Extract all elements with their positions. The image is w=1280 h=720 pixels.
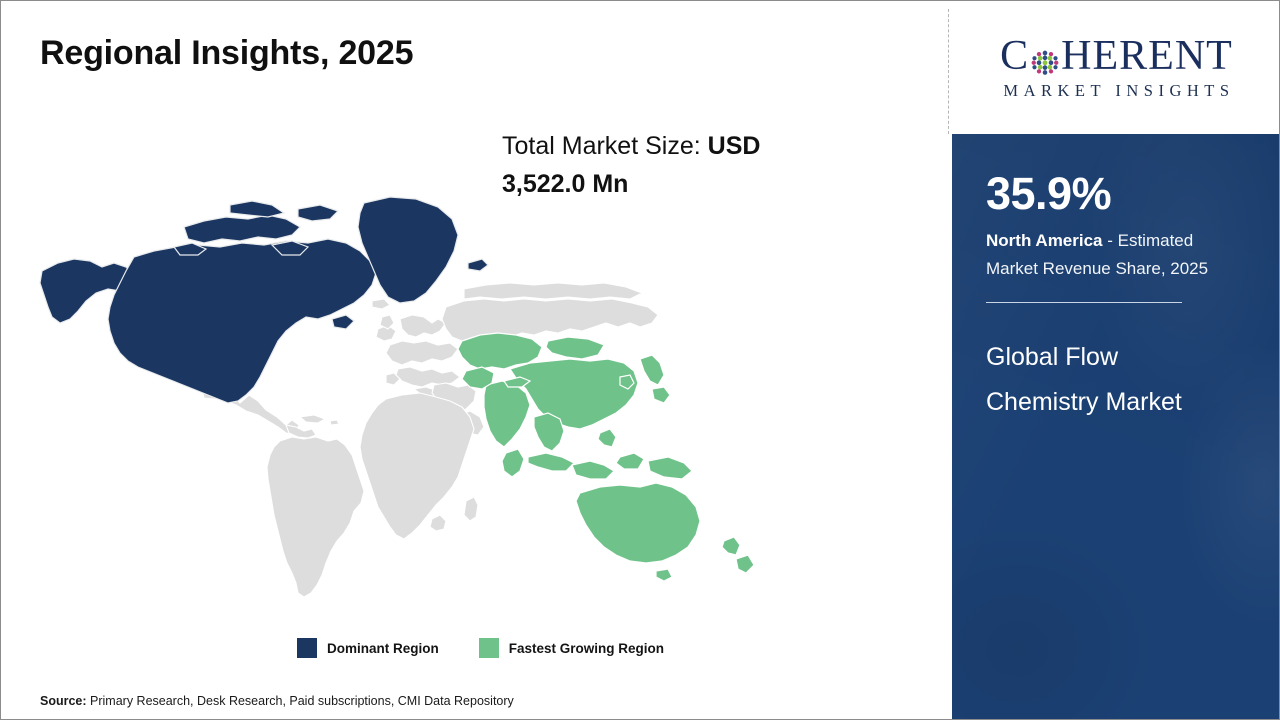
divider-rule <box>986 302 1182 304</box>
logo-wordmark: C <box>1000 35 1233 77</box>
map-dominant-region <box>39 196 489 404</box>
market-size-value: USD 3,522.0 Mn <box>502 132 761 198</box>
logo-letter-c: C <box>1000 32 1030 79</box>
map-fastest-growing-region <box>457 332 755 582</box>
stat-panel-content: 35.9% North America - Estimated Market R… <box>952 168 1279 425</box>
brand-logo: C <box>953 1 1279 134</box>
market-name: Global Flow Chemistry Market <box>986 343 1182 417</box>
legend-swatch-dominant <box>297 638 317 658</box>
legend-item-fastest-growing: Fastest Growing Region <box>478 638 665 658</box>
share-description-text: - Estimated Market Revenue Share, 2025 <box>986 231 1209 279</box>
globe-dots-icon <box>1030 43 1060 75</box>
world-map-svg <box>39 196 755 598</box>
world-map <box>34 189 824 609</box>
legend-item-dominant: Dominant Region <box>297 638 439 658</box>
total-market-size: Total Market Size: USD 3,522.0 Mn <box>502 127 832 203</box>
vertical-dashed-divider <box>948 9 949 134</box>
share-description: North America - Estimated Market Revenue… <box>986 227 1246 283</box>
source-label: Source: <box>40 694 87 708</box>
page-title: Regional Insights, 2025 <box>40 34 414 72</box>
source-text: Primary Research, Desk Research, Paid su… <box>86 694 514 708</box>
left-content-panel: Regional Insights, 2025 Total Market Siz… <box>1 1 949 719</box>
legend-swatch-fastest-growing <box>478 638 499 658</box>
logo-letters-herent: HERENT <box>1061 32 1233 79</box>
source-note: Source: Primary Research, Desk Research,… <box>40 694 514 708</box>
share-region-name: North America <box>986 231 1103 251</box>
legend-label-dominant: Dominant Region <box>327 640 439 656</box>
map-legend: Dominant Region Fastest Growing Region <box>297 638 664 658</box>
stat-panel: 35.9% North America - Estimated Market R… <box>952 134 1279 719</box>
legend-label-fastest-growing: Fastest Growing Region <box>508 640 665 656</box>
logo-tagline: MARKET INSIGHTS <box>1003 80 1235 100</box>
share-percentage: 35.9% <box>986 168 1112 219</box>
market-size-label: Total Market Size: <box>502 132 708 160</box>
map-other-regions <box>201 282 659 598</box>
